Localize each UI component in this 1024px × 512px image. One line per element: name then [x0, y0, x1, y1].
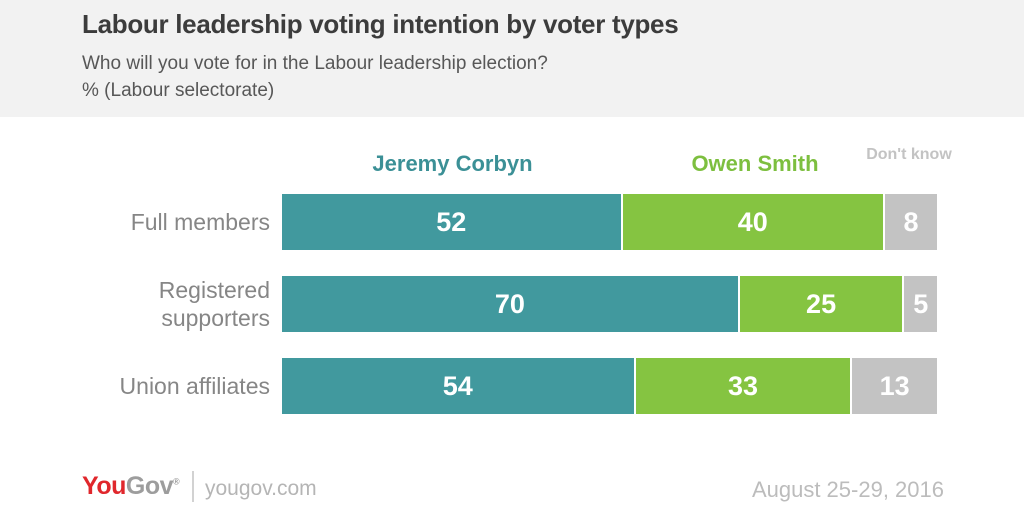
legend-dont-know: Don't know — [866, 146, 952, 163]
yougov-logo-you: You — [82, 472, 126, 500]
category-label-registered-supporters: Registered supporters — [0, 276, 270, 332]
category-label-union-affiliates: Union affiliates — [0, 358, 270, 414]
segment-value: 33 — [727, 370, 758, 401]
segment-value: 8 — [903, 206, 919, 237]
chart-subtitle-unit: % (Labour selectorate) — [82, 80, 275, 101]
fieldwork-dates: August 25-29, 2016 — [751, 477, 944, 502]
bar-segment-corbyn: 70 — [282, 276, 738, 332]
bar-union-affiliates: 54 33 13 — [282, 358, 937, 414]
yougov-logo-gov: Gov — [125, 472, 174, 500]
bar-segment-smith: 33 — [635, 358, 851, 414]
bar-segment-corbyn: 54 — [282, 358, 634, 414]
category-label-text: Registered supporters — [158, 277, 270, 331]
bar-segment-corbyn: 52 — [282, 194, 621, 250]
segment-value: 70 — [494, 288, 525, 319]
footer-divider — [192, 471, 194, 502]
yougov-logo: YouGov® — [82, 472, 180, 501]
chart-title: Labour leadership voting intention by vo… — [82, 9, 679, 39]
bar-segment-dont-know: 8 — [884, 194, 937, 250]
legend-jeremy-corbyn: Jeremy Corbyn — [372, 151, 533, 176]
category-label-text: Full members — [130, 209, 270, 235]
legend-owen-smith: Owen Smith — [691, 151, 819, 176]
segment-value: 5 — [913, 288, 929, 319]
segment-value: 40 — [737, 206, 768, 237]
segment-value: 52 — [436, 206, 467, 237]
segment-value: 54 — [442, 370, 473, 401]
header-band: Labour leadership voting intention by vo… — [0, 0, 1024, 117]
bar-segment-dont-know: 5 — [904, 276, 937, 332]
bar-segment-smith: 25 — [739, 276, 903, 332]
segment-value: 25 — [806, 288, 837, 319]
yougov-url: yougov.com — [205, 477, 317, 500]
registered-mark-icon: ® — [173, 476, 180, 487]
category-label-full-members: Full members — [0, 194, 270, 250]
category-label-text: Union affiliates — [119, 373, 270, 399]
bar-registered-supporters: 70 25 5 — [282, 276, 937, 332]
bar-segment-smith: 40 — [622, 194, 883, 250]
chart-subtitle-question: Who will you vote for in the Labour lead… — [82, 53, 548, 74]
segment-value: 13 — [879, 370, 910, 401]
bar-segment-dont-know: 13 — [852, 358, 937, 414]
bar-full-members: 52 40 8 — [282, 194, 937, 250]
